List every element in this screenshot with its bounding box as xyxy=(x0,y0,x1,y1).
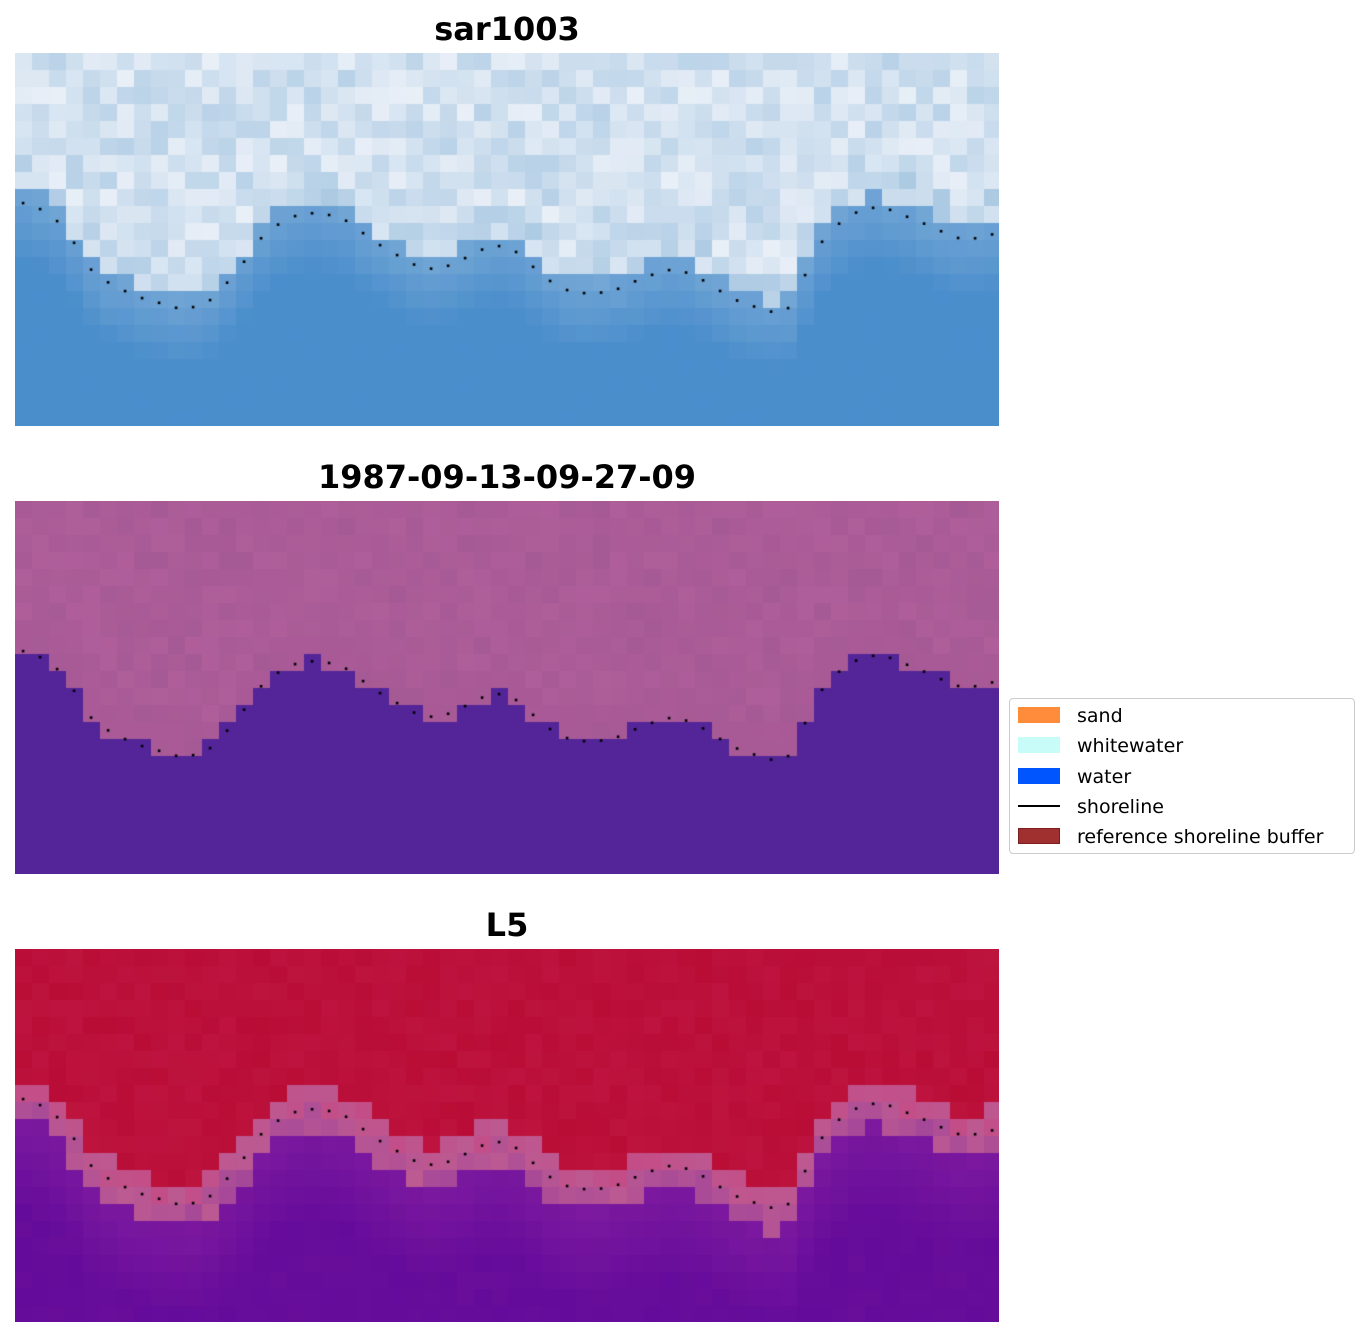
sand-swatch xyxy=(1018,707,1060,723)
panel-3-image-index xyxy=(15,949,999,1322)
panel-3-title: L5 xyxy=(485,906,529,944)
legend-label-shoreline: shoreline xyxy=(1077,796,1164,818)
whitewater-swatch xyxy=(1018,737,1060,753)
legend-item-water: water xyxy=(1018,766,1354,788)
legend-label-sand: sand xyxy=(1077,705,1123,727)
legend-item-sand: sand xyxy=(1018,705,1354,727)
panel-1-image-sar xyxy=(15,53,999,426)
panel-1-title: sar1003 xyxy=(434,10,580,48)
legend-item-whitewater: whitewater xyxy=(1018,735,1354,757)
legend-label-water: water xyxy=(1077,766,1132,788)
legend-item-reference-buffer: reference shoreline buffer xyxy=(1018,826,1354,848)
panel-2-image-classification xyxy=(15,501,999,874)
legend-label-whitewater: whitewater xyxy=(1077,735,1184,757)
panel-2-title: 1987-09-13-09-27-09 xyxy=(317,458,697,496)
shoreline-line-swatch xyxy=(1018,805,1060,807)
legend-label-reference-buffer: reference shoreline buffer xyxy=(1077,826,1324,848)
legend-item-shoreline: shoreline xyxy=(1018,796,1354,818)
reference-buffer-swatch xyxy=(1018,828,1060,844)
legend: sand whitewater water shoreline referenc… xyxy=(1009,698,1355,854)
water-swatch xyxy=(1018,768,1060,784)
